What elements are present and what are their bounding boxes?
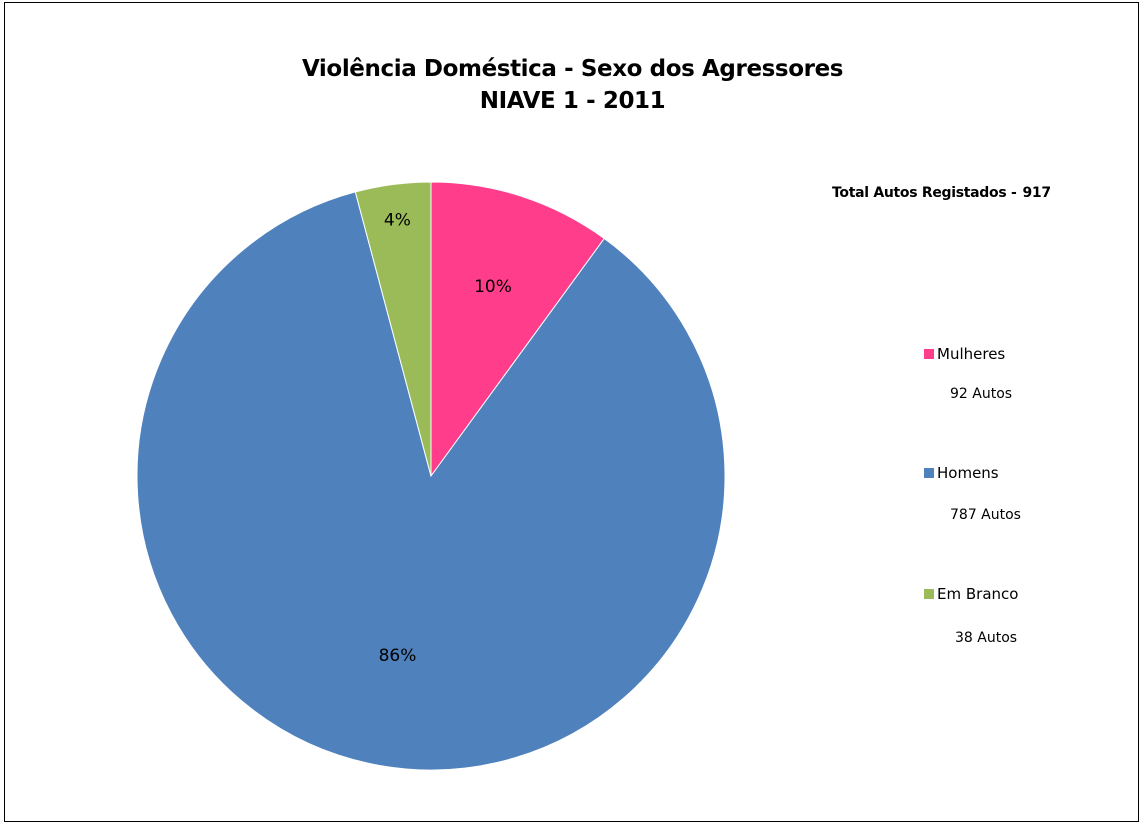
legend-swatch-em-branco [924,589,934,599]
legend-label-em-branco: Em Branco [937,585,1018,603]
legend-label-mulheres: Mulheres [937,345,1005,363]
legend-count-homens: 787 Autos [950,507,1021,523]
legend-swatch-homens [924,468,934,478]
pie-label-mulheres: 10% [474,277,512,297]
pie-label-homens: 86% [379,646,417,666]
legend-label-homens: Homens [937,464,999,482]
legend-item-mulheres: Mulheres [924,345,1005,363]
pie-label-em-branco: 4% [384,210,411,230]
legend-swatch-mulheres [924,349,934,359]
legend-count-em-branco: 38 Autos [955,630,1017,646]
legend-count-mulheres: 92 Autos [950,386,1012,402]
legend-item-em-branco: Em Branco [924,585,1018,603]
legend-item-homens: Homens [924,464,999,482]
